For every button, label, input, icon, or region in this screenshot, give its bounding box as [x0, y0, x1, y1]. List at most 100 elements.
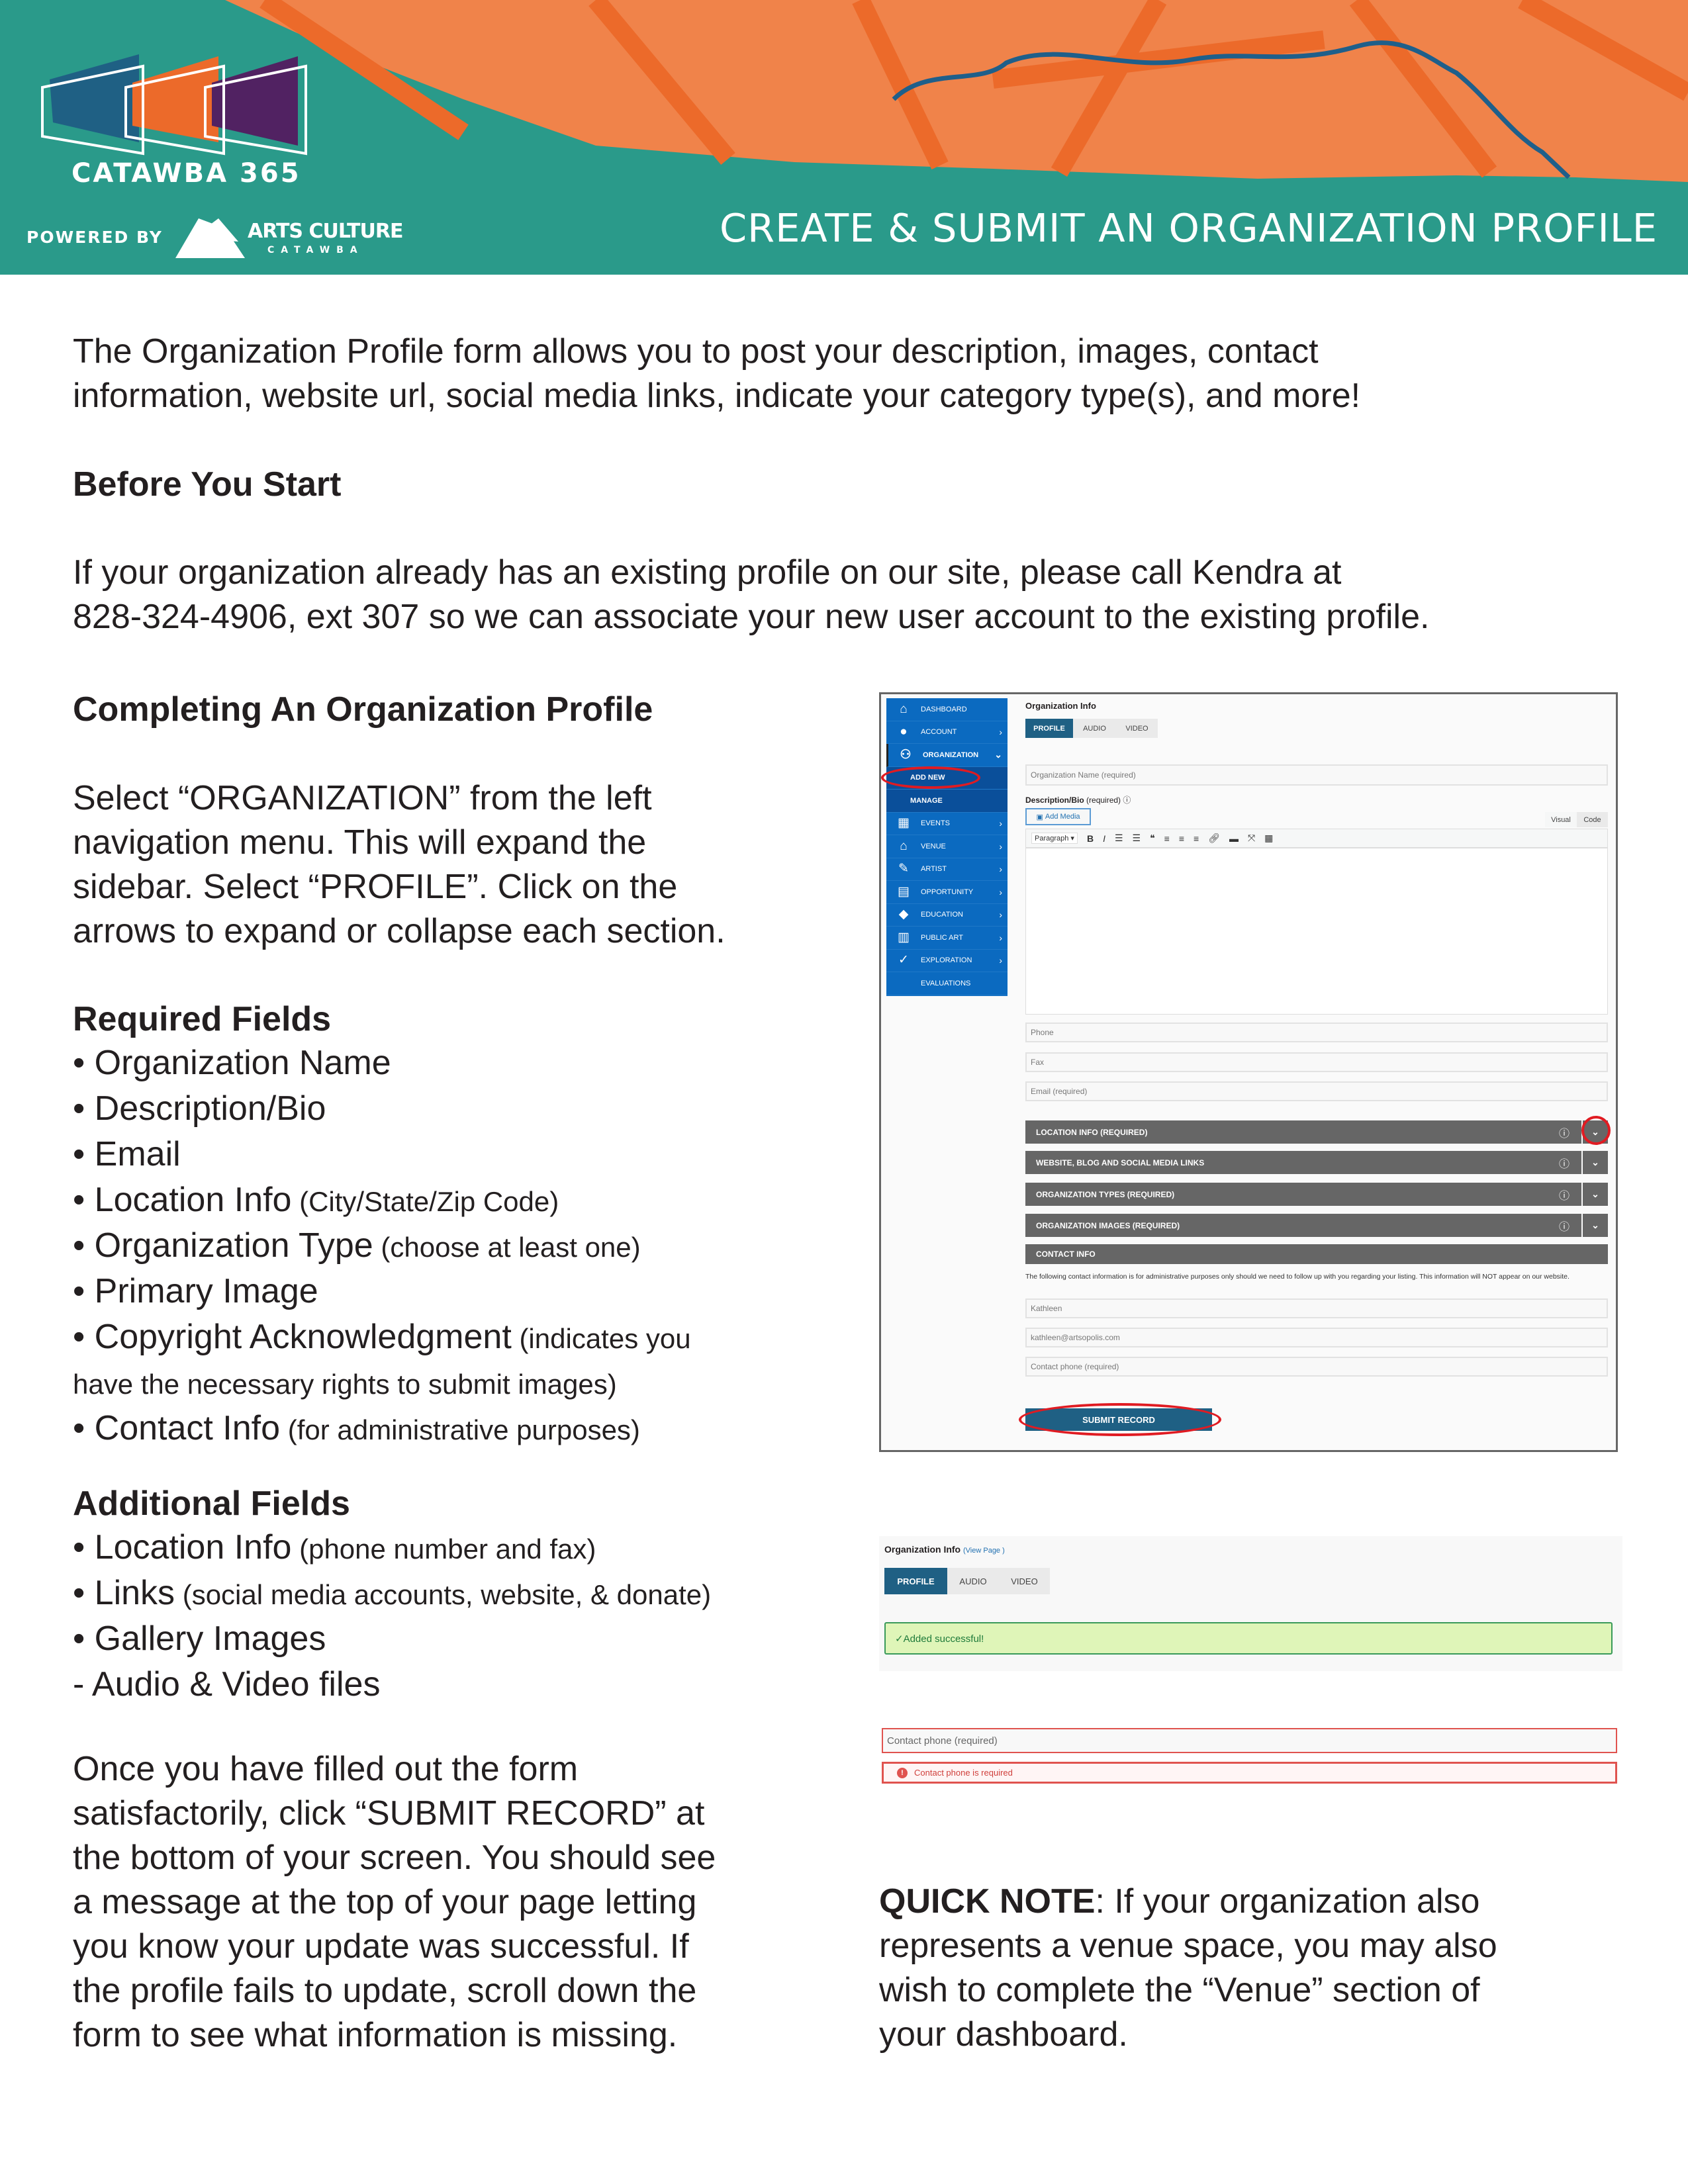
fullscreen-icon[interactable]: ⤧ — [1247, 833, 1256, 843]
sidebar-item-label: PUBLIC ART — [921, 933, 963, 942]
home-icon: ⌂ — [900, 702, 908, 716]
sidebar-item-venue[interactable]: ⌂ VENUE › — [886, 835, 1008, 858]
graduation-cap-icon: ◆ — [898, 907, 909, 922]
required-heading: Required Fields — [73, 1000, 332, 1038]
read-more-icon[interactable]: ▬ — [1229, 833, 1239, 844]
org-name-input[interactable]: Organization Name (required) — [1025, 764, 1608, 786]
bold-icon[interactable]: B — [1086, 833, 1094, 844]
header-artwork — [41, 0, 1688, 258]
sidebar-item-organization[interactable]: ⚇ ORGANIZATION ⌄ — [886, 744, 1008, 767]
item-label: • Organization Name — [73, 1044, 391, 1082]
sidebar-item-label: EVENTS — [921, 819, 951, 828]
description-editor[interactable] — [1025, 848, 1608, 1015]
list-item: • Organization Type (choose at least one… — [73, 1224, 691, 1269]
tab-video[interactable]: VIDEO — [1116, 719, 1158, 738]
media-icon: ▣ — [1036, 813, 1045, 821]
list-item: • Location Info (City/State/Zip Code) — [73, 1178, 691, 1224]
text-line: a message at the top of your page lettin… — [73, 1883, 697, 1921]
sidebar-item-label: MANAGE — [910, 796, 943, 805]
tab-audio[interactable]: AUDIO — [1073, 719, 1116, 738]
contact-phone-input[interactable]: Contact phone (required) — [1025, 1357, 1608, 1377]
sidebar-item-label: EDUCATION — [921, 911, 963, 919]
sidebar-item-education[interactable]: ◆ EDUCATION › — [886, 904, 1008, 927]
item-label: • Contact Info — [73, 1409, 281, 1447]
sidebar-item-events[interactable]: ▦ EVENTS › — [886, 813, 1008, 835]
chevron-down-icon[interactable]: ⌄ — [1581, 1183, 1608, 1206]
contact-info-header: CONTACT INFO — [1025, 1244, 1608, 1264]
sidebar-item-label: ARTIST — [921, 865, 947, 874]
sidebar-item-label: OPPORTUNITY — [921, 887, 974, 896]
item-label: • Gallery Images — [73, 1619, 326, 1658]
numbered-list-icon[interactable]: ☰ — [1132, 833, 1141, 843]
text-line: information, website url, social media l… — [73, 377, 1361, 415]
tab-audio[interactable]: AUDIO — [947, 1568, 999, 1594]
align-right-icon[interactable]: ≡ — [1193, 833, 1199, 844]
info-icon[interactable]: ⓘ — [1558, 1158, 1570, 1170]
chevron-down-icon[interactable]: ⌄ — [1581, 1151, 1608, 1174]
sidebar-item-exploration[interactable]: ✓ EXPLORATION › — [886, 950, 1008, 972]
before-paragraph: If your organization already has an exis… — [73, 551, 1429, 639]
tab-profile[interactable]: PROFILE — [1025, 719, 1073, 738]
align-center-icon[interactable]: ≡ — [1178, 833, 1184, 844]
info-icon[interactable]: ⓘ — [1558, 1128, 1570, 1140]
item-note: (City/State/Zip Code) — [291, 1186, 559, 1217]
user-icon: ● — [900, 725, 908, 739]
sidebar-item-public-art[interactable]: ▥ PUBLIC ART › — [886, 927, 1008, 950]
sidebar-item-opportunity[interactable]: ▤ OPPORTUNITY › — [886, 881, 1008, 904]
item-label: • Organization Type — [73, 1226, 373, 1265]
code-tab[interactable]: Code — [1577, 812, 1608, 827]
sidebar-item-evaluations[interactable]: EVALUATIONS — [886, 972, 1008, 995]
contact-phone-error-input[interactable]: Contact phone (required) — [882, 1728, 1617, 1753]
paragraph-select[interactable]: Paragraph ▾ — [1031, 833, 1078, 844]
phone-input[interactable]: Phone — [1025, 1023, 1608, 1042]
view-page-link[interactable]: (View Page ) — [963, 1547, 1005, 1555]
bullet-list-icon[interactable]: ☰ — [1114, 833, 1123, 843]
required-text: (required) — [1084, 796, 1121, 805]
info-icon[interactable]: ⓘ — [1558, 1221, 1570, 1233]
align-left-icon[interactable]: ≡ — [1164, 833, 1170, 844]
text-line: sidebar. Select “PROFILE”. Click on the — [73, 868, 678, 906]
additional-fields-list: • Location Info (phone number and fax) • … — [73, 1525, 711, 1708]
chevron-down-icon: ⌄ — [994, 749, 1002, 760]
info-icon[interactable]: ⓘ — [1123, 796, 1131, 805]
text-line: If your organization already has an exis… — [73, 553, 1342, 592]
accordion-section[interactable]: ORGANIZATION IMAGES (REQUIRED) ⓘ ⌄ — [1025, 1214, 1608, 1237]
info-icon[interactable]: ⓘ — [1558, 1190, 1570, 1202]
sidebar-item-account[interactable]: ● ACCOUNT › — [886, 721, 1008, 744]
text-line: the profile fails to update, scroll down… — [73, 1972, 697, 2010]
fax-input[interactable]: Fax — [1025, 1052, 1608, 1072]
item-label: • Description/Bio — [73, 1089, 326, 1128]
submit-instructions: Once you have filled out the form satisfa… — [73, 1747, 716, 2058]
sidebar-item-label: ACCOUNT — [921, 728, 957, 737]
accordion-section[interactable]: LOCATION INFO (REQUIRED) ⓘ ⌄ — [1025, 1120, 1608, 1144]
toolbar-toggle-icon[interactable]: ▦ — [1264, 833, 1274, 843]
completing-heading: Completing An Organization Profile — [73, 690, 653, 729]
chevron-right-icon: › — [999, 886, 1002, 897]
header-banner: CATAWBA 365 POWERED BY ARTS CULTURE CATA… — [0, 0, 1688, 275]
chevron-right-icon: › — [999, 841, 1002, 852]
chevron-right-icon: › — [999, 864, 1002, 875]
accordion-section[interactable]: WEBSITE, BLOG AND SOCIAL MEDIA LINKS ⓘ ⌄ — [1025, 1151, 1608, 1174]
item-note: (social media accounts, website, & donat… — [175, 1579, 712, 1610]
brush-icon: ✎ — [898, 862, 909, 876]
email-input[interactable]: Email (required) — [1025, 1081, 1608, 1101]
error-text: Contact phone is required — [914, 1768, 1013, 1778]
blockquote-icon[interactable]: ❝ — [1150, 833, 1155, 843]
sidebar-item-artist[interactable]: ✎ ARTIST › — [886, 858, 1008, 881]
tab-profile[interactable]: PROFILE — [884, 1568, 947, 1594]
link-icon[interactable]: 🔗︎ — [1208, 833, 1220, 843]
accordion-section[interactable]: ORGANIZATION TYPES (REQUIRED) ⓘ ⌄ — [1025, 1183, 1608, 1206]
visual-tab[interactable]: Visual — [1545, 812, 1577, 827]
chevron-down-icon[interactable]: ⌄ — [1581, 1214, 1608, 1237]
contact-name-input[interactable]: Kathleen — [1025, 1298, 1608, 1318]
sidebar-item-manage[interactable]: MANAGE — [886, 790, 1008, 813]
catawba-365-logo — [41, 54, 307, 156]
sidebar-item-dashboard[interactable]: ⌂ DASHBOARD — [886, 698, 1008, 721]
italic-icon[interactable]: I — [1103, 833, 1105, 844]
highlight-submit — [1019, 1403, 1221, 1436]
list-item: • Gallery Images — [73, 1617, 711, 1662]
text-line: form to see what information is missing. — [73, 2016, 678, 2054]
tab-video[interactable]: VIDEO — [999, 1568, 1050, 1594]
add-media-button[interactable]: ▣ Add Media — [1025, 808, 1091, 825]
contact-email-input[interactable]: kathleen@artsopolis.com — [1025, 1328, 1608, 1347]
